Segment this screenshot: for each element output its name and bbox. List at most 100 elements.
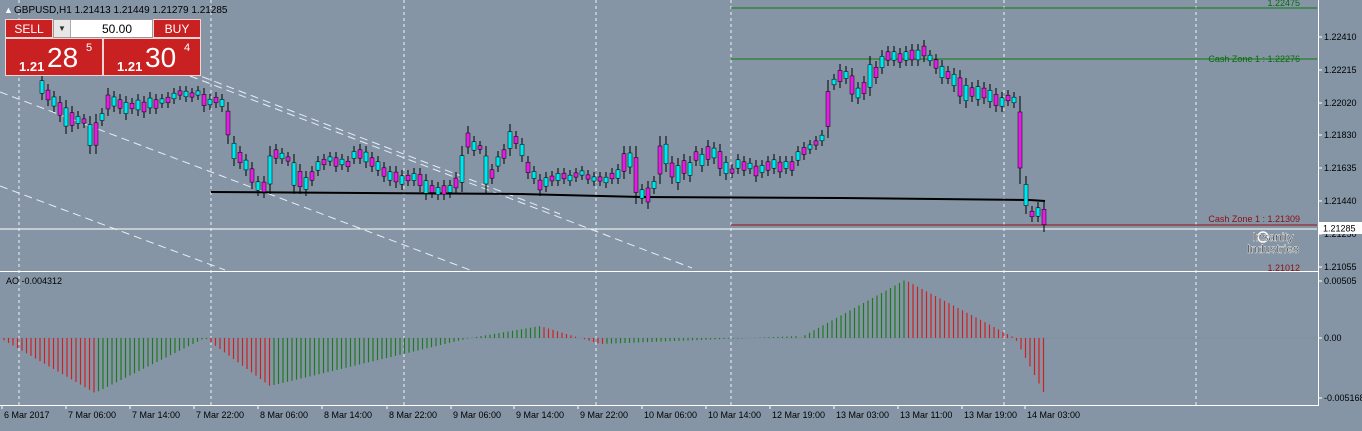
candle-body [945, 71, 951, 79]
cash-zone-upper-label: Cash Zone 1 : 1.22276 [1208, 54, 1300, 64]
price-tick-label: 1.21055 [1324, 262, 1357, 272]
candle-body [369, 157, 375, 167]
horizontal-levels[interactable] [0, 7, 1317, 230]
candle-body [495, 156, 501, 167]
candle-body [609, 172, 615, 180]
candle-body [987, 90, 993, 102]
candle-body [681, 160, 687, 174]
collapse-arrow-icon[interactable]: ▲ [4, 5, 13, 15]
candle-body [1029, 210, 1035, 218]
candle-body [291, 162, 297, 186]
time-label: 14 Mar 03:00 [1027, 410, 1080, 420]
candle-body [747, 162, 753, 170]
top-level-label: 1.22475 [1267, 0, 1300, 8]
price-tick-label: 1.21635 [1324, 163, 1357, 173]
candle-body [819, 134, 825, 142]
lot-size-input[interactable] [72, 20, 132, 37]
sell-button[interactable]: SELL [5, 19, 53, 38]
candle-body [507, 131, 513, 149]
candle-body [981, 87, 987, 99]
price-tick-label: 1.22410 [1324, 32, 1357, 42]
candle-body [801, 147, 807, 155]
candle-body [87, 124, 93, 146]
candle-body [279, 152, 285, 160]
buy-button[interactable]: BUY [153, 19, 201, 38]
candle-body [735, 159, 741, 169]
sell-price-box[interactable]: 1.21 28 5 [5, 38, 103, 76]
candle-body [285, 156, 291, 162]
time-label: 8 Mar 06:00 [260, 410, 308, 420]
candle-body [57, 102, 63, 116]
candle-body [687, 162, 693, 176]
candle-body [441, 185, 447, 195]
lot-dropdown-icon[interactable]: ▼ [54, 20, 71, 37]
time-label: 9 Mar 06:00 [453, 410, 501, 420]
candle-body [375, 161, 381, 171]
ask-price-prefix: 1.21 [117, 59, 143, 74]
indicator-label: AO -0.004312 [6, 276, 62, 286]
buy-price-box[interactable]: 1.21 30 4 [103, 38, 201, 76]
candle-body [123, 102, 129, 114]
candle-body [39, 80, 45, 94]
time-label: 8 Mar 14:00 [324, 410, 372, 420]
candle-body [633, 157, 639, 193]
time-label: 13 Mar 19:00 [964, 410, 1017, 420]
price-tick-label: 1.22020 [1324, 98, 1357, 108]
candle-body [879, 56, 885, 68]
candle-body [573, 172, 579, 178]
candle-body [81, 118, 87, 124]
candle-body [1035, 207, 1041, 217]
candle-body [789, 161, 795, 171]
candle-body [837, 70, 843, 82]
price-axis[interactable]: 1.22410 1.22215 1.22020 1.21830 1.21635 1.214… [1318, 32, 1357, 272]
candle-body [699, 154, 705, 166]
candle-body [489, 169, 495, 179]
candle-body [927, 54, 933, 62]
time-label: 10 Mar 06:00 [644, 410, 697, 420]
candle-body [585, 174, 591, 180]
candle-body [777, 161, 783, 173]
candle-body [129, 102, 135, 110]
candle-body [105, 94, 111, 110]
current-price-marker: 1.21285 [1319, 222, 1362, 234]
candle-body [333, 157, 339, 167]
candle-body [189, 92, 195, 98]
time-label: 7 Mar 22:00 [196, 410, 244, 420]
candle-body [861, 82, 867, 94]
candle-body [417, 174, 423, 186]
candle-body [303, 177, 309, 190]
candle-body [111, 96, 117, 107]
lot-size-field[interactable]: ▼ [53, 19, 153, 38]
candle-body [339, 158, 345, 166]
time-label: 12 Mar 19:00 [772, 410, 825, 420]
candle-body [51, 96, 57, 107]
candle-body [183, 90, 189, 98]
candle-body [93, 122, 99, 146]
watermark-logo: Insanity Industries [1247, 230, 1299, 256]
candle-body [963, 85, 969, 101]
candle-body [141, 101, 147, 113]
candle-body [447, 185, 453, 193]
time-axis[interactable]: 6 Mar 2017 7 Mar 06:00 7 Mar 14:00 7 Mar 22… [1, 405, 1080, 420]
time-label: 9 Mar 22:00 [580, 410, 628, 420]
candle-body [159, 98, 165, 104]
svg-text:1.21285: 1.21285 [1323, 224, 1356, 234]
ask-price-main: 30 [145, 42, 177, 73]
candle-body [531, 171, 537, 179]
candle-body [471, 141, 477, 151]
candle-body [117, 99, 123, 109]
candle-body [627, 152, 633, 168]
candle-body [225, 110, 231, 136]
indicator-tick-label: -0.005168 [1324, 393, 1362, 403]
candle-body [957, 77, 963, 97]
candle-body [297, 171, 303, 187]
candle-body [309, 171, 315, 181]
candle-body [405, 174, 411, 182]
candle-body [885, 51, 891, 61]
time-label: 10 Mar 14:00 [708, 410, 761, 420]
candle-body [1041, 209, 1047, 225]
cash-zone-lower-label: Cash Zone 1 : 1.21309 [1208, 214, 1300, 224]
candle-body [651, 181, 657, 189]
